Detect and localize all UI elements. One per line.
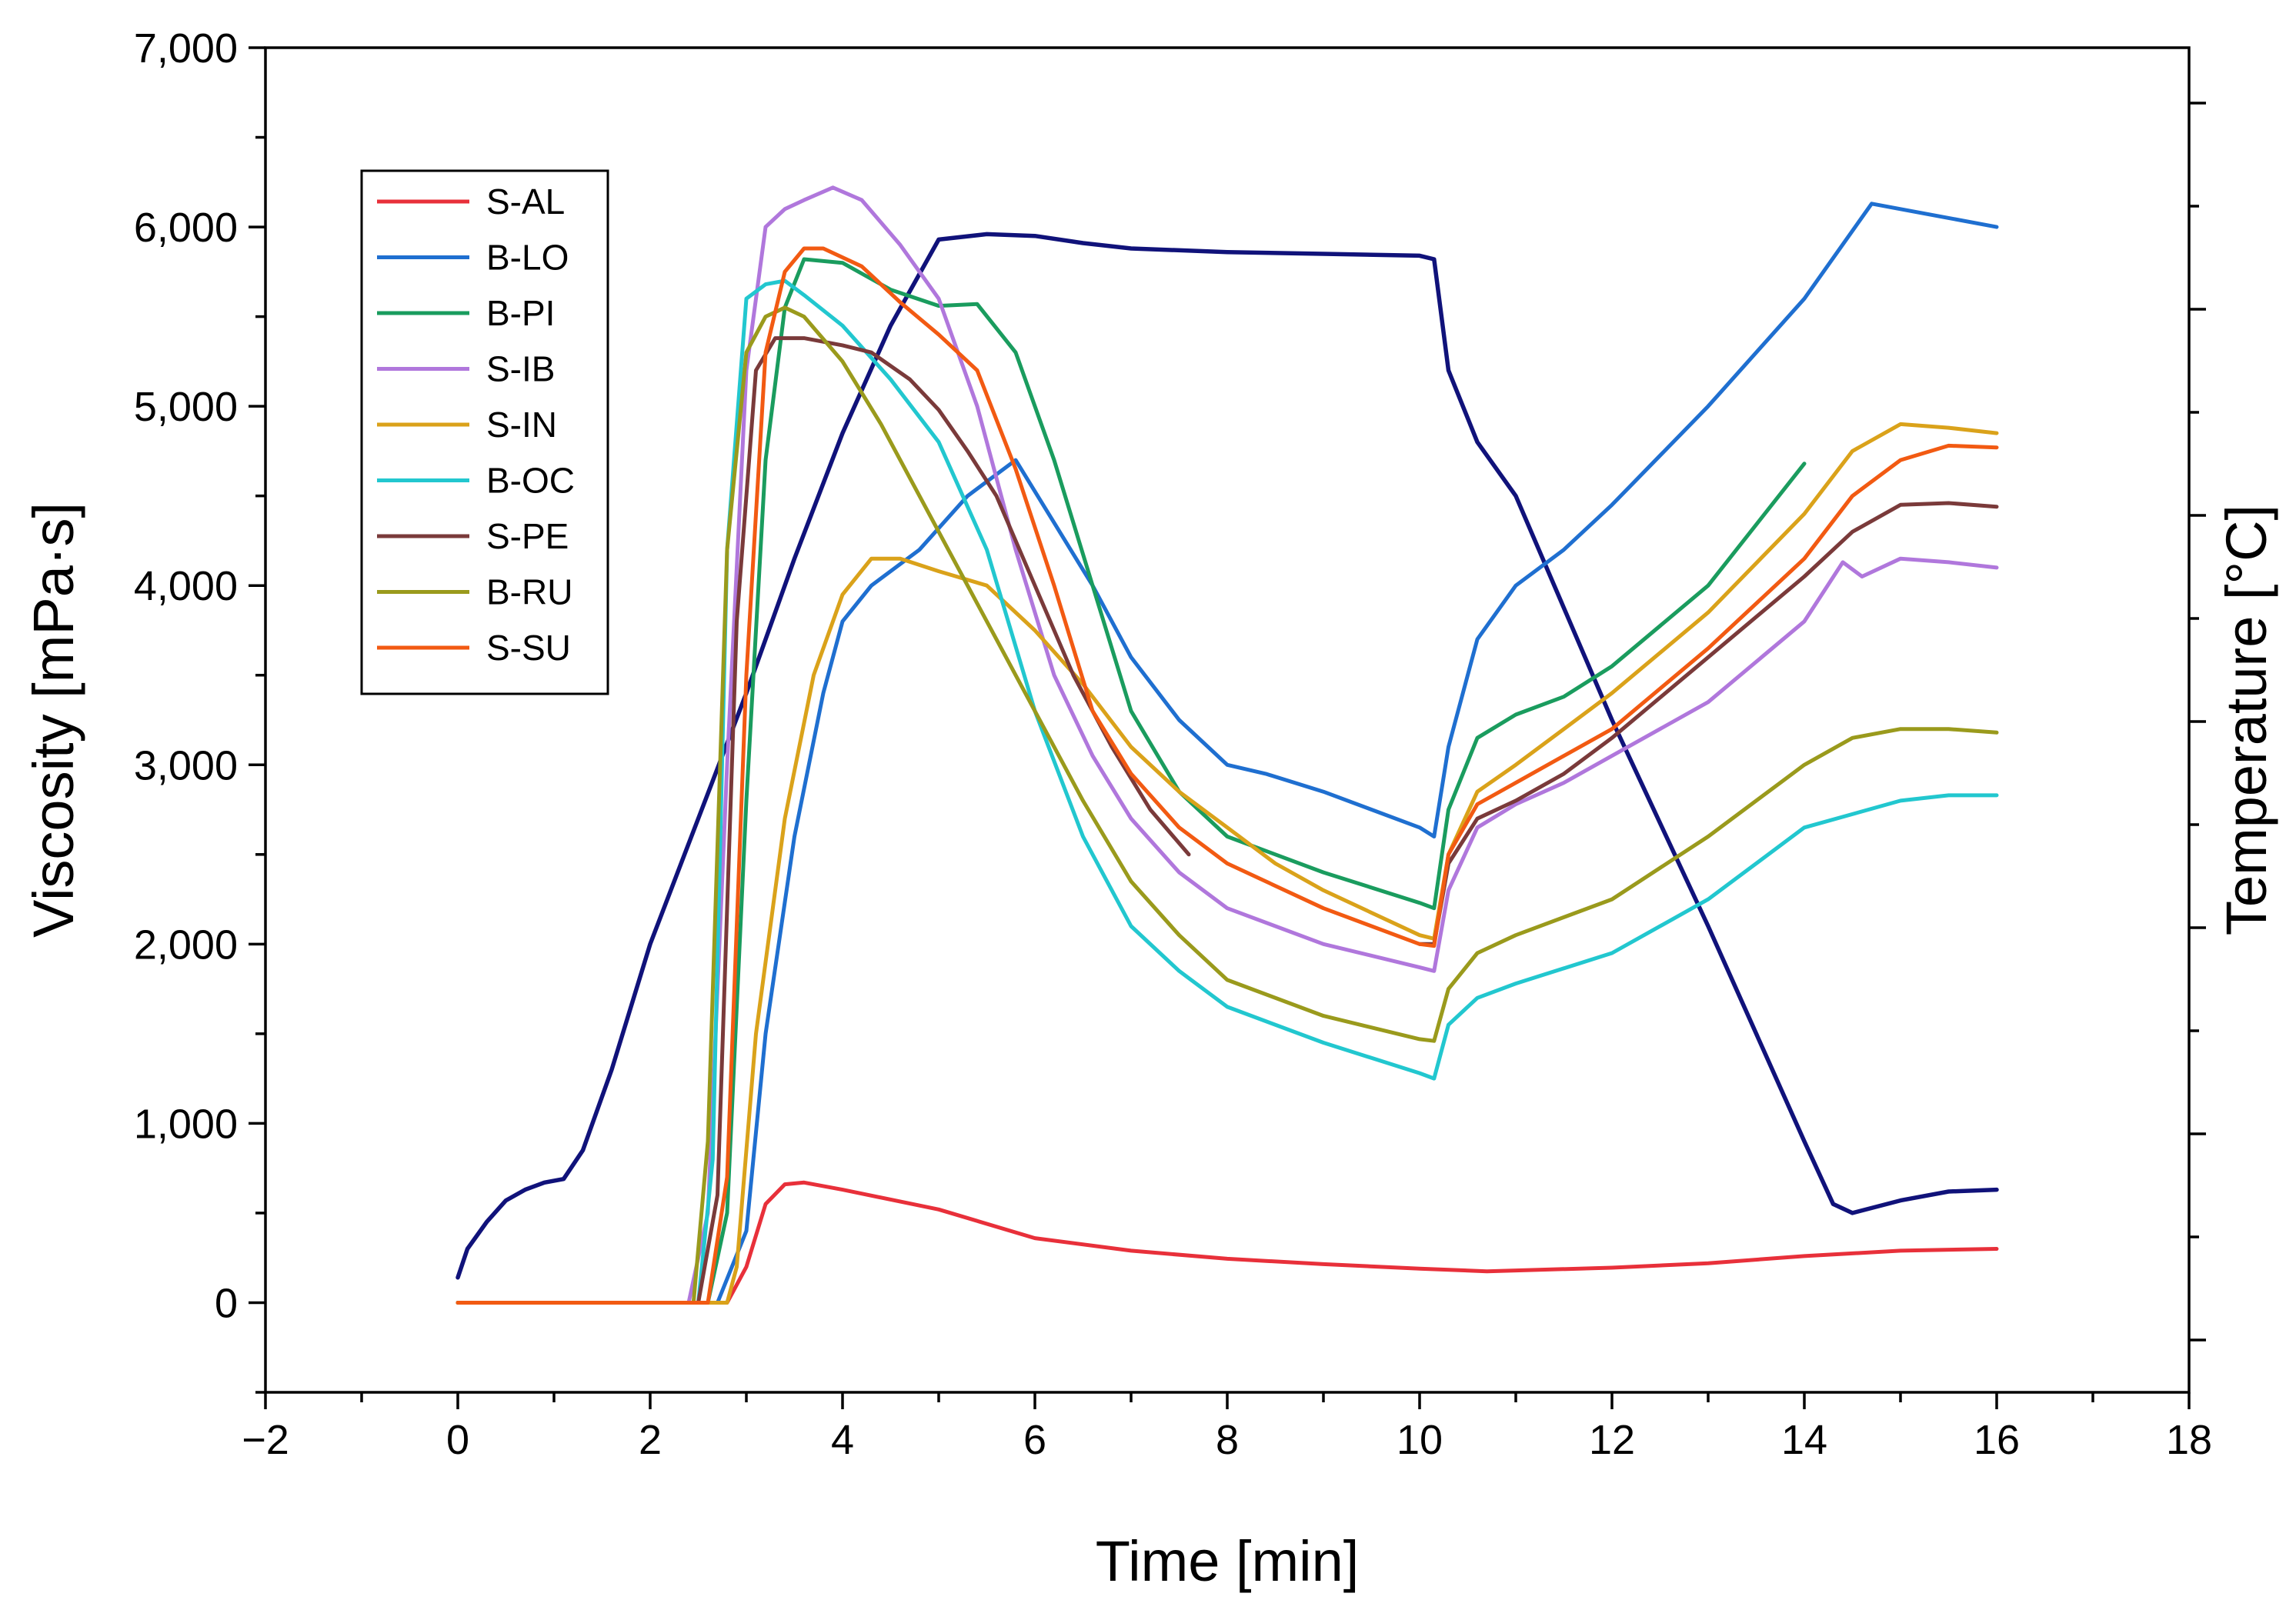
x-tick-label: 10 <box>1397 1417 1443 1463</box>
series-s-pe-segment-2 <box>1417 501 1999 946</box>
x-tick-label: 6 <box>1023 1417 1046 1463</box>
y-tick-labels: 0 1,000 2,000 3,000 4,000 5,000 6,000 7,000 <box>134 25 238 1326</box>
x-tick-label: 4 <box>831 1417 854 1463</box>
legend-label: S-IN <box>486 405 557 445</box>
x-tick-label: 0 <box>446 1417 469 1463</box>
series-b-ru <box>456 305 1999 1305</box>
y-tick-label: 3,000 <box>134 742 238 788</box>
x-tick-label: 14 <box>1781 1417 1827 1463</box>
series-b-lo <box>456 202 1999 1305</box>
series-s-ib <box>456 185 1999 1305</box>
legend-label: S-SU <box>486 628 571 668</box>
y-axis-title: Viscosity [mPa·s] <box>22 502 85 938</box>
series-s-pe <box>456 336 1191 1305</box>
y2-axis-title: Temperature [°C] <box>2214 505 2278 935</box>
y-tick-label: 7,000 <box>134 25 238 72</box>
series-b-oc <box>456 278 1999 1305</box>
series-b-pi <box>456 257 1807 1305</box>
series-layer <box>456 185 1999 1305</box>
legend-label: S-IB <box>486 349 555 389</box>
legend-label: B-OC <box>486 461 575 501</box>
x-tick-label: 16 <box>1974 1417 2020 1463</box>
legend-label: S-PE <box>486 516 569 556</box>
y-tick-label: 4,000 <box>134 563 238 609</box>
x-tick-label: 2 <box>639 1417 662 1463</box>
series-s-in <box>456 422 1999 1305</box>
x-tick-label: 18 <box>2166 1417 2212 1463</box>
series-temperature <box>456 232 1999 1280</box>
legend-label: B-LO <box>486 238 569 278</box>
y-tick-label: 6,000 <box>134 205 238 251</box>
x-tick-label: 12 <box>1589 1417 1635 1463</box>
legend-label: S-AL <box>486 182 565 222</box>
legend-box <box>360 169 609 695</box>
legend-label: B-RU <box>486 572 572 612</box>
series-s-su <box>456 246 1999 1305</box>
x-tick-labels: −2 0 2 4 6 8 10 12 14 16 18 <box>242 1417 2212 1463</box>
y-tick-label: 5,000 <box>134 384 238 430</box>
x-axis-title: Time [min] <box>1096 1529 1360 1593</box>
legend-label: B-PI <box>486 293 555 333</box>
legend: S-AL B-LO B-PI S-IB S-IN B-OC S-PE B-RU S-SU <box>360 169 609 695</box>
axis-ticks <box>249 46 2206 1409</box>
x-tick-label: −2 <box>242 1417 289 1463</box>
series-s-al <box>456 1180 1999 1305</box>
x-tick-label: 8 <box>1216 1417 1239 1463</box>
y-tick-label: 0 <box>215 1280 238 1326</box>
y-tick-label: 1,000 <box>134 1101 238 1147</box>
y-tick-label: 2,000 <box>134 922 238 968</box>
